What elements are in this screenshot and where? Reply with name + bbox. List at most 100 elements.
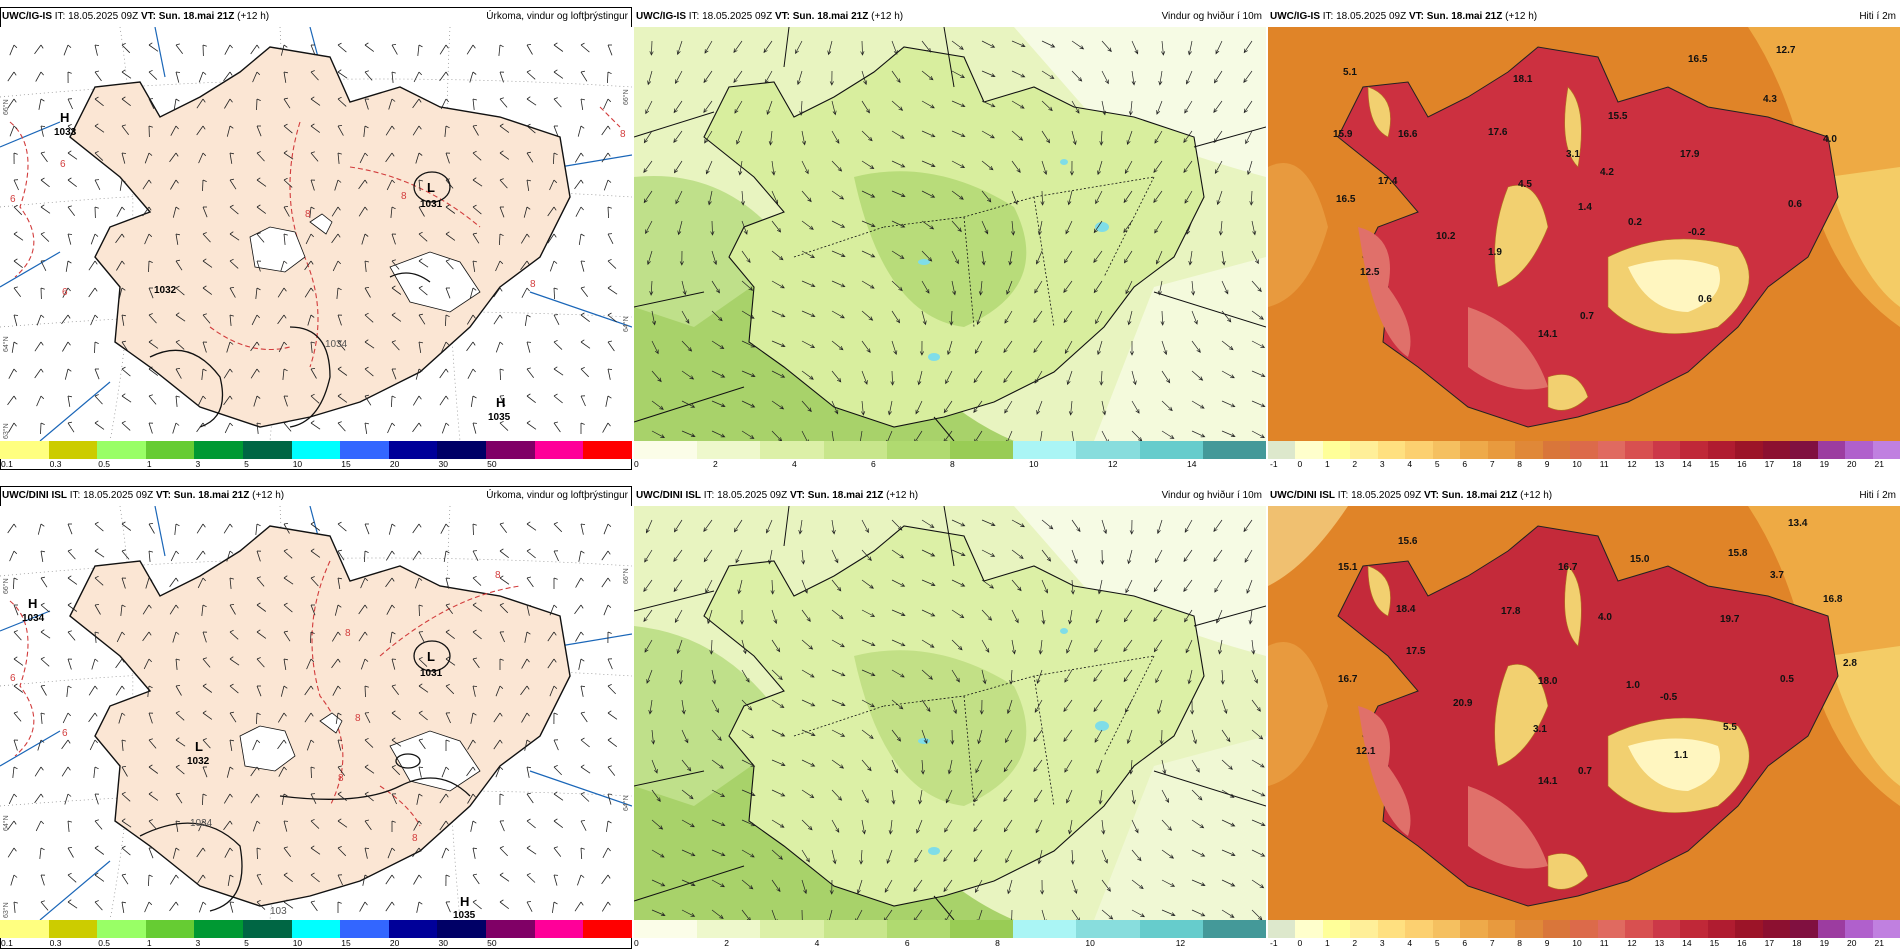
vt-label: VT: xyxy=(140,11,156,22)
wind-barb-flag xyxy=(445,395,449,400)
wind-arrow xyxy=(979,699,984,715)
wind-barb-flag xyxy=(283,739,287,744)
temperature-label: 3.1 xyxy=(1533,724,1547,735)
wind-arrow xyxy=(1184,609,1193,623)
temperature-label: 4.0 xyxy=(1823,134,1837,145)
wind-barb-flag xyxy=(13,314,19,316)
wind-barb xyxy=(526,98,537,106)
wind-barb-flag xyxy=(553,522,558,525)
wind-barb xyxy=(337,98,347,107)
wind-barb-flag xyxy=(607,422,611,427)
wind-arrow xyxy=(921,669,933,680)
wind-arrow xyxy=(891,519,903,531)
wind-arrow xyxy=(1155,250,1163,265)
wind-barb xyxy=(364,287,371,298)
wind-barb-flag xyxy=(337,549,342,552)
wind-barb xyxy=(169,874,177,885)
wind-barb-flag xyxy=(445,71,449,76)
wind-barb xyxy=(547,631,555,642)
wind-barb xyxy=(35,820,42,832)
colorbar-swatch xyxy=(1322,441,1351,459)
wind-arrow xyxy=(981,579,995,589)
wind-barb xyxy=(526,550,536,559)
wind-barb-flag xyxy=(283,872,288,876)
it-label: IT: xyxy=(1337,490,1349,501)
wind-arrow xyxy=(974,430,983,441)
wind-arrow xyxy=(947,759,953,775)
wind-barb-flag xyxy=(202,604,207,608)
wind-barb xyxy=(283,233,286,245)
wind-arrow xyxy=(1251,280,1262,293)
wind-arrow xyxy=(1245,130,1253,145)
wind-barb xyxy=(148,287,154,299)
wind-barb-flag xyxy=(256,712,261,715)
wind-arrow xyxy=(1131,879,1144,890)
wind-barb xyxy=(580,368,589,378)
wind-arrow xyxy=(1191,759,1200,773)
wind-barb-flag xyxy=(418,766,424,768)
wind-barb xyxy=(67,874,77,883)
wind-arrow xyxy=(921,699,931,713)
wind-barb-flag xyxy=(445,874,450,877)
precip-map-svg: H H L L 1034 1035 1031 1032 1034 103 6 6… xyxy=(0,506,632,920)
wind-barb xyxy=(418,604,420,617)
wind-barb-flag xyxy=(13,630,18,633)
wind-barb xyxy=(116,260,123,271)
wind-barb xyxy=(310,820,320,829)
wind-barb-flag xyxy=(283,846,288,849)
wind-barb xyxy=(445,631,455,640)
wind-barb xyxy=(252,71,258,83)
wind-barb-flag xyxy=(148,206,152,211)
wind-barb-flag xyxy=(256,98,261,101)
wind-arrow xyxy=(681,370,695,380)
colorbar-swatch xyxy=(1845,920,1873,938)
wind-arrow xyxy=(827,40,833,56)
wind-barb-flag xyxy=(310,631,315,634)
wind-arrow xyxy=(981,190,992,203)
colorbar-tick: 4 xyxy=(792,459,797,469)
wind-barb xyxy=(466,341,474,352)
wind-barb xyxy=(121,577,126,589)
wind-arrow xyxy=(831,849,837,865)
wind-arrow xyxy=(1157,699,1163,715)
wind-barb-flag xyxy=(13,901,19,904)
panel-title: Vindur og hviður í 10m xyxy=(1161,490,1262,501)
wind-barb-flag xyxy=(364,874,369,878)
wind-arrow xyxy=(711,280,720,294)
wind-arrow xyxy=(916,819,923,834)
wind-barb-flag xyxy=(175,368,181,370)
wind-barb-flag xyxy=(607,874,611,879)
wind-barb xyxy=(310,874,320,883)
wind-barb xyxy=(445,179,454,189)
wind-barb xyxy=(391,739,402,747)
wind-barb-flag xyxy=(229,314,234,317)
wind-barb xyxy=(62,341,69,352)
wind-barb-flag xyxy=(499,260,504,265)
wind-arrow xyxy=(1127,310,1133,326)
wind-barb-flag xyxy=(148,819,153,822)
temperature-label: 16.6 xyxy=(1398,129,1418,140)
wind-arrow xyxy=(920,759,925,775)
wind-barb-flag xyxy=(499,123,504,127)
wind-barb xyxy=(148,523,155,534)
wind-barb xyxy=(526,523,537,531)
wind-barb xyxy=(601,152,609,163)
lead-time: (+12 h) xyxy=(1505,11,1538,22)
wind-arrow xyxy=(770,579,775,595)
wind-barb-flag xyxy=(499,314,503,319)
panel-header: UWC/DINI ISL IT: 18.05.2025 09Z VT: Sun.… xyxy=(1268,486,1900,506)
wind-arrow xyxy=(891,310,901,324)
wind-arrow xyxy=(921,160,936,168)
wind-barb xyxy=(89,739,96,751)
wind-barb xyxy=(337,422,346,432)
wind-barb-flag xyxy=(175,233,180,236)
wind-barb xyxy=(34,368,42,379)
wind-barb-flag xyxy=(553,712,558,715)
wind-arrow xyxy=(951,160,966,168)
wind-barb xyxy=(607,44,613,56)
wind-barb-flag xyxy=(13,44,18,49)
wind-barb xyxy=(256,206,267,214)
wind-barb-flag xyxy=(337,287,342,291)
wind-barb xyxy=(310,847,321,855)
wind-barb xyxy=(391,658,396,670)
